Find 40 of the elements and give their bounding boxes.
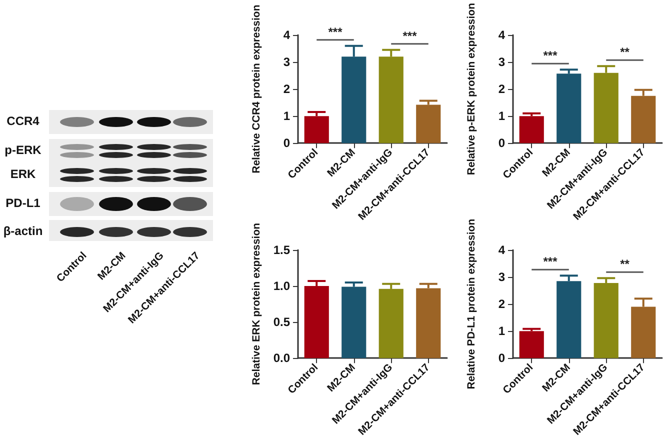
text: CCR4 [6,114,40,128]
y-tick-label: 3 [498,270,506,284]
y-tick-label: 4 [498,243,506,257]
y-tick-label: 0 [498,136,506,150]
y-tick-label: 0 [498,351,506,366]
bar [304,116,329,144]
y-tick-label: 3 [498,55,506,70]
bar [519,116,544,144]
y-axis-title: Relative PD-L1 protein expression [466,218,478,390]
y-tick-label: 4 [283,28,290,42]
bar [519,331,544,358]
y-tick-label: 0 [283,136,290,150]
y-tick-label: 1 [283,109,290,124]
y-tick-label: 2 [498,82,506,96]
y-tick-label: 2 [498,297,506,312]
y-axis-title: Relative ERK protein expression [250,222,262,386]
y-tick-label: 1 [498,109,506,124]
y-axis-title: Relative p-ERK protein expression [466,2,478,176]
text: β-actin [2,224,44,238]
bar [594,282,618,358]
y-tick-label: 4 [498,28,506,42]
annotation: *** [543,254,558,269]
annotation: ** [620,257,630,272]
y-tick-label: 1.5 [273,243,290,257]
y-tick-label: 1.0 [273,279,290,294]
text: PD-L1 [4,196,42,210]
y-tick-label: 1 [498,324,506,338]
bar [556,74,582,144]
annotation: *** [543,48,558,63]
y-tick-label: 2 [283,82,290,96]
y-tick-label: 0.5 [273,315,290,330]
y-axis-title: Relative CCR4 protein expression [250,4,262,174]
text: ERK [9,167,37,181]
bar [416,104,441,144]
y-tick-label: 0.0 [273,351,290,366]
text: p-ERK [4,143,42,157]
annotation: *** [402,28,418,43]
annotation: *** [328,24,343,39]
y-tick-label: 3 [283,55,290,70]
annotation: ** [620,45,630,60]
